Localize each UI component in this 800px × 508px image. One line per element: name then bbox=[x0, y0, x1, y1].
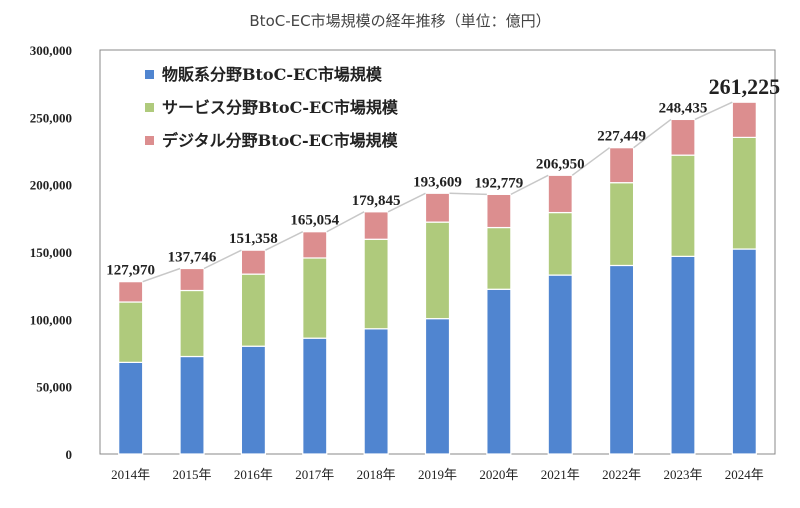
total-data-label: 165,054 bbox=[290, 213, 339, 229]
x-tick-label: 2017年 bbox=[295, 467, 334, 482]
legend-swatch-icon bbox=[145, 70, 154, 79]
total-data-label: 227,449 bbox=[597, 129, 646, 145]
y-tick-label: 250,000 bbox=[30, 110, 72, 125]
bar-segment-digital bbox=[118, 281, 144, 303]
bar-segment-service bbox=[670, 154, 696, 257]
x-tick-label: 2016年 bbox=[234, 467, 273, 482]
bar-segment-digital bbox=[240, 249, 267, 275]
bar-group-2021年 bbox=[547, 174, 573, 455]
bar-group-2018年 bbox=[363, 211, 389, 455]
bar-segment-service bbox=[731, 136, 757, 250]
legend-label: デジタル分野BtoC-EC市場規模 bbox=[162, 131, 399, 150]
bar-segment-physical bbox=[608, 264, 635, 455]
bar-segment-physical bbox=[363, 328, 389, 455]
bar-segment-physical bbox=[731, 248, 757, 455]
total-data-label: 179,845 bbox=[352, 193, 401, 209]
total-data-label: 193,609 bbox=[413, 174, 462, 190]
bar-group-2020年 bbox=[486, 193, 512, 455]
bar-segment-digital bbox=[302, 231, 328, 259]
bar-segment-service bbox=[486, 226, 512, 290]
y-tick-label: 150,000 bbox=[30, 245, 72, 260]
x-tick-label: 2021年 bbox=[541, 467, 580, 482]
total-data-label: 261,225 bbox=[709, 74, 781, 99]
bar-group-2017年 bbox=[302, 231, 328, 455]
bar-segment-digital bbox=[179, 267, 205, 292]
bar-segment-digital bbox=[608, 147, 635, 184]
legend: 物販系分野BtoC-EC市場規模サービス分野BtoC-EC市場規模デジタル分野B… bbox=[145, 65, 399, 150]
bar-segment-digital bbox=[547, 174, 573, 214]
bar-segment-physical bbox=[547, 274, 573, 455]
total-data-label: 248,435 bbox=[659, 100, 708, 116]
bar-group-2014年 bbox=[118, 281, 144, 455]
y-tick-label: 100,000 bbox=[30, 312, 72, 327]
chart-title: BtoC-EC市場規模の経年推移（単位：億円） bbox=[249, 12, 551, 30]
x-tick-label: 2023年 bbox=[663, 467, 702, 482]
bar-segment-digital bbox=[731, 101, 757, 139]
legend-label: 物販系分野BtoC-EC市場規模 bbox=[162, 65, 383, 84]
bar-group-2024年 bbox=[731, 101, 757, 455]
bar-segment-digital bbox=[486, 193, 512, 229]
bar-segment-service bbox=[424, 221, 451, 320]
x-tick-label: 2015年 bbox=[173, 467, 212, 482]
x-tick-label: 2024年 bbox=[725, 467, 764, 482]
x-axis: 2014年 2015年 2016年 2017年 2018年 2019年 2020年 2021年… bbox=[111, 467, 764, 482]
bar-segment-service bbox=[302, 257, 328, 339]
total-trend-line bbox=[142, 101, 733, 283]
bar-segment-physical bbox=[179, 355, 205, 455]
x-tick-label: 2022年 bbox=[602, 467, 641, 482]
bar-group-2015年 bbox=[179, 267, 205, 455]
bar-segment-physical bbox=[118, 361, 144, 455]
legend-label: サービス分野BtoC-EC市場規模 bbox=[162, 98, 399, 117]
bar-segment-service bbox=[240, 273, 267, 347]
legend-item: サービス分野BtoC-EC市場規模 bbox=[145, 98, 399, 117]
bar-group-2019年 bbox=[424, 192, 451, 455]
bar-segment-service bbox=[608, 182, 635, 267]
bar-segment-physical bbox=[424, 318, 451, 455]
bar-segment-digital bbox=[670, 118, 696, 156]
bar-segment-service bbox=[363, 238, 389, 330]
x-tick-label: 2014年 bbox=[111, 467, 150, 482]
bar-group-2023年 bbox=[670, 118, 696, 455]
legend-item: デジタル分野BtoC-EC市場規模 bbox=[145, 131, 399, 150]
total-data-label: 127,970 bbox=[106, 263, 155, 279]
total-data-label: 137,746 bbox=[168, 250, 217, 266]
y-tick-label: 50,000 bbox=[36, 380, 72, 395]
legend-swatch-icon bbox=[145, 103, 154, 112]
total-data-label: 192,779 bbox=[474, 175, 523, 191]
x-tick-label: 2019年 bbox=[418, 467, 457, 482]
bar-segment-physical bbox=[302, 337, 328, 455]
bar-segment-physical bbox=[486, 288, 512, 455]
bar-group-2016年 bbox=[240, 249, 267, 455]
total-data-label: 206,950 bbox=[536, 156, 585, 172]
y-tick-label: 0 bbox=[66, 447, 73, 462]
x-tick-label: 2018年 bbox=[357, 467, 396, 482]
bar-segment-digital bbox=[363, 211, 389, 240]
bar-segment-service bbox=[179, 289, 205, 358]
bar-segment-digital bbox=[424, 192, 451, 223]
legend-item: 物販系分野BtoC-EC市場規模 bbox=[145, 65, 383, 84]
total-data-label: 151,358 bbox=[229, 231, 278, 247]
x-tick-label: 2020年 bbox=[479, 467, 518, 482]
bar-group-2022年 bbox=[608, 147, 635, 455]
y-tick-label: 300,000 bbox=[30, 43, 72, 58]
legend-swatch-icon bbox=[145, 136, 154, 145]
bar-segment-service bbox=[547, 211, 573, 276]
bar-segment-service bbox=[118, 301, 144, 363]
bar-segment-physical bbox=[240, 345, 267, 455]
bars bbox=[118, 101, 757, 455]
y-tick-label: 200,000 bbox=[30, 178, 72, 193]
total-labels: 127,970 137,746 151,358 165,054 179,845 193,6… bbox=[106, 74, 780, 278]
y-axis: 0 50,000 100,000 150,000 200,000 250,000 300,0… bbox=[30, 43, 72, 462]
bar-segment-physical bbox=[670, 255, 696, 455]
